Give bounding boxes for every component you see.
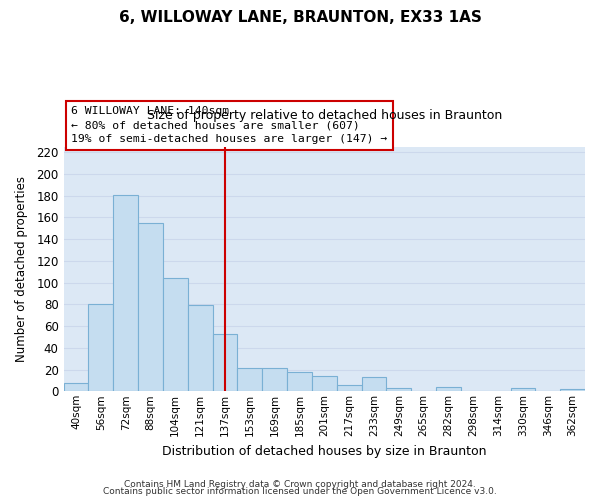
Bar	[436, 387, 461, 392]
Bar	[212, 334, 238, 392]
Bar	[362, 377, 386, 392]
Bar	[138, 223, 163, 392]
Title: Size of property relative to detached houses in Braunton: Size of property relative to detached ho…	[146, 109, 502, 122]
Bar	[262, 368, 287, 392]
Bar	[188, 306, 212, 392]
X-axis label: Distribution of detached houses by size in Braunton: Distribution of detached houses by size …	[162, 444, 487, 458]
Bar	[337, 384, 362, 392]
Text: Contains HM Land Registry data © Crown copyright and database right 2024.: Contains HM Land Registry data © Crown c…	[124, 480, 476, 489]
Text: 6, WILLOWAY LANE, BRAUNTON, EX33 1AS: 6, WILLOWAY LANE, BRAUNTON, EX33 1AS	[119, 10, 481, 25]
Y-axis label: Number of detached properties: Number of detached properties	[15, 176, 28, 362]
Bar	[113, 194, 138, 392]
Text: 6 WILLOWAY LANE: 140sqm
← 80% of detached houses are smaller (607)
19% of semi-d: 6 WILLOWAY LANE: 140sqm ← 80% of detache…	[71, 106, 388, 144]
Bar	[64, 382, 88, 392]
Bar	[386, 388, 411, 392]
Bar	[163, 278, 188, 392]
Bar	[511, 388, 535, 392]
Text: Contains public sector information licensed under the Open Government Licence v3: Contains public sector information licen…	[103, 488, 497, 496]
Bar	[88, 304, 113, 392]
Bar	[287, 372, 312, 392]
Bar	[312, 376, 337, 392]
Bar	[238, 368, 262, 392]
Bar	[560, 389, 585, 392]
